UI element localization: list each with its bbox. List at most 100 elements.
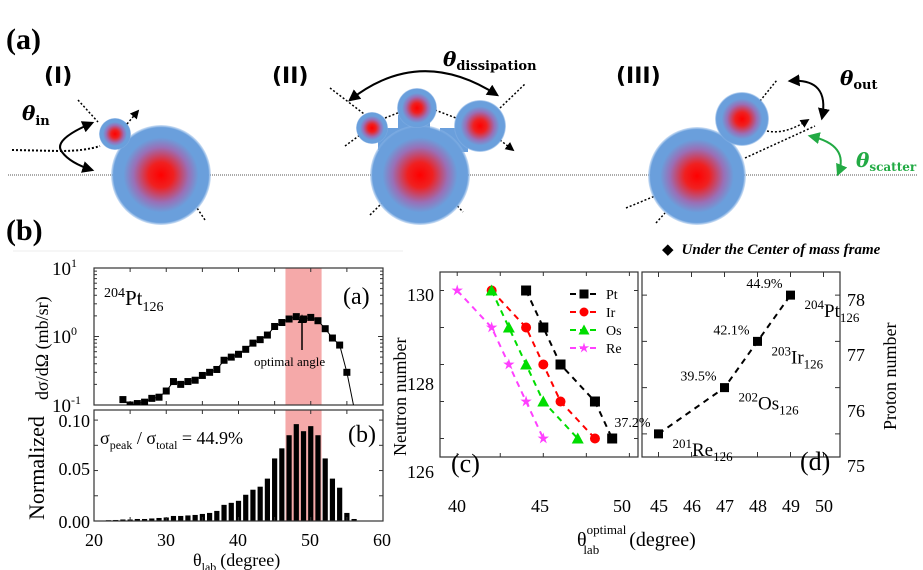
- xtick-label: 30: [157, 530, 175, 550]
- histogram-bar: [272, 458, 278, 521]
- y-axis-label-d: Proton number: [880, 323, 900, 431]
- scattering-direction-line: [744, 125, 816, 159]
- data-point: [155, 393, 163, 401]
- orientation-line: [384, 111, 401, 119]
- plot-frame: [641, 271, 841, 458]
- histogram-bar: [337, 487, 343, 521]
- y-axis-label-c: Neutron number: [390, 338, 410, 456]
- fragment-nucleus-small: [356, 112, 388, 144]
- xtick-label: 50: [613, 496, 631, 516]
- series-os: [485, 284, 584, 444]
- nucleus-label: 204Pt126: [104, 286, 164, 315]
- data-point: [177, 380, 185, 388]
- ytick-label: 126: [407, 462, 434, 482]
- chart-panel-a: 101 100 10-1 dσ/dΩ (mb/sr) 204Pt126 (a) …: [32, 256, 384, 417]
- histogram-bar: [279, 448, 285, 521]
- xtick-label: 49: [782, 496, 800, 516]
- xtick-label: 20: [85, 530, 103, 550]
- ytick-label: 76: [847, 401, 865, 421]
- outgoing-trajectory-arrow-icon: [766, 119, 810, 133]
- percentage-label: 42.1%: [713, 323, 750, 338]
- panel-label-a: (a): [6, 23, 41, 56]
- percentage-label: 37.2%: [614, 416, 651, 431]
- stage-2-diagram: θdissipation: [329, 47, 537, 225]
- xtick-label: 45: [531, 496, 549, 516]
- stage-3-diagram: θout θscatter: [625, 66, 917, 225]
- data-point: [578, 324, 590, 335]
- data-point: [521, 285, 532, 296]
- legend-label: Os: [606, 324, 622, 339]
- trajectory-curve: [59, 145, 101, 152]
- histogram-bar: [344, 512, 350, 521]
- histogram-bar: [134, 518, 140, 521]
- ytick-label: 128: [407, 374, 434, 394]
- xtick-label: 60: [373, 530, 391, 550]
- direction-arrow-icon: [499, 139, 515, 152]
- ytick-label: 78: [847, 290, 865, 310]
- ytick-label: 10-1: [52, 393, 81, 417]
- histogram-bar: [250, 489, 256, 521]
- data-point: [343, 368, 351, 376]
- data-point: [520, 358, 533, 370]
- orientation-line: [434, 109, 457, 119]
- orientation-line: [344, 134, 361, 147]
- data-point: [271, 322, 279, 330]
- xtick-label: 50: [815, 496, 833, 516]
- orientation-line: [655, 212, 666, 224]
- data-point: [198, 371, 206, 379]
- histogram-bar: [308, 426, 314, 521]
- data-point: [278, 319, 286, 327]
- xtick-label: 47: [716, 496, 734, 516]
- theta-scatter-label: θscatter: [856, 148, 917, 174]
- xtick-label: 46: [683, 496, 701, 516]
- y-axis-label-a: dσ/dΩ (mb/sr): [32, 296, 53, 400]
- percentage-label: 39.5%: [680, 370, 717, 385]
- histogram-bar: [149, 518, 155, 521]
- axis-ticks: [440, 272, 638, 457]
- y-axis-label-b: Normalized: [24, 416, 49, 520]
- histogram-bar: [185, 515, 191, 521]
- histogram-bar: [315, 435, 321, 521]
- data-point: [538, 322, 549, 333]
- axis-ticks: [93, 410, 384, 522]
- legend-label: Re: [606, 342, 622, 357]
- histogram-bar: [214, 510, 220, 521]
- target-nucleus: [648, 127, 746, 225]
- data-point: [321, 325, 329, 333]
- histogram-bar: [178, 515, 184, 521]
- panel-tag-d: (d): [800, 447, 830, 476]
- data-point: [336, 341, 344, 349]
- histogram-bar: [207, 512, 213, 521]
- histogram-bar: [322, 458, 328, 521]
- theta-out-arrow-icon: [787, 74, 830, 121]
- xtick-label: 40: [229, 530, 247, 550]
- orientation-line: [77, 99, 99, 123]
- panel-tag-a: (a): [343, 284, 370, 310]
- histogram-bar: [286, 435, 292, 521]
- ytick-label: 101: [52, 256, 77, 280]
- data-point: [292, 313, 300, 321]
- histogram-bar: [351, 518, 357, 521]
- panel-label-b: (b): [6, 214, 43, 247]
- ytick-label: 75: [847, 456, 865, 476]
- data-point: [589, 433, 600, 444]
- data-point: [521, 322, 532, 333]
- histogram-bar: [300, 431, 307, 521]
- direction-arrow-icon: [126, 109, 140, 125]
- projectile-nucleus: [715, 92, 769, 146]
- histogram-bar: [329, 478, 336, 521]
- histogram-bar: [141, 518, 148, 521]
- data-point: [537, 395, 550, 407]
- data-series: 37.2% 201Re126 39.5% 202Os126 42.1% 203Ir126 4…: [614, 277, 860, 464]
- data-point: [285, 315, 293, 323]
- data-point: [451, 284, 463, 296]
- histogram-bar: [264, 478, 270, 521]
- histogram-bar: [120, 519, 126, 521]
- ytick-label: 0.05: [59, 459, 91, 479]
- xtick-label: 50: [301, 530, 319, 550]
- data-point: [579, 289, 589, 299]
- nucleus-label: 203Ir126: [772, 343, 824, 371]
- data-point: [141, 398, 149, 405]
- x-axis-label: θlab (degree): [193, 550, 280, 570]
